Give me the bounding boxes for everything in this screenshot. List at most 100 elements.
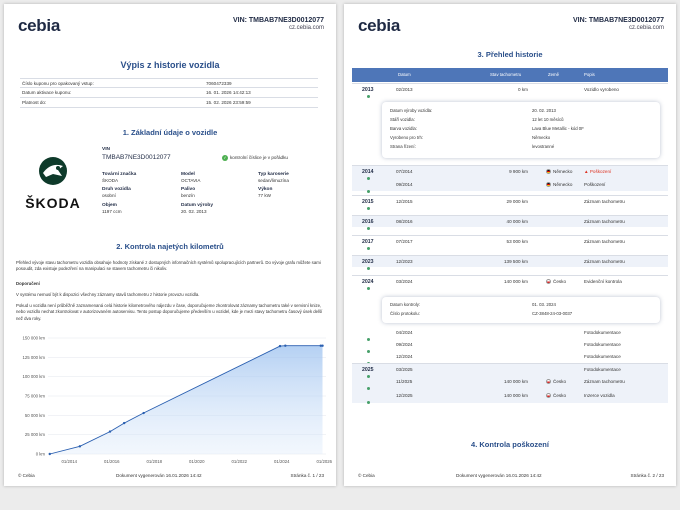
history-description-label: Vozidlo vyrobeno [584,87,619,92]
history-description-label: Záznam tachometru [584,239,625,244]
history-mileage: 140 000 km [503,379,528,384]
history-row [352,83,668,159]
report-page-1: cebia VIN: TMBAB7NE3D0012077 cz.cebia.co… [4,4,336,486]
detail-value: Německo [532,135,551,140]
check-icon: ✓ [222,155,228,161]
history-row [352,275,668,369]
coupon-info-table: Číslo kuponu pro opakovaný vstup: 7060472… [20,78,318,108]
history-description-label: Fotodokumentace [584,330,621,335]
history-year: 2015 [362,199,374,205]
history-date: 12/2024 [396,354,413,359]
history-date: 08/2016 [396,219,413,224]
history-mileage: 140 000 km [503,393,528,398]
coupon-row-label: Číslo kuponu pro opakovaný vstup: [22,80,94,86]
cebia-logo: cebia [18,16,60,35]
detail-label: Číslo protokolu: [390,311,420,316]
history-description: Fotodokumentace [584,330,621,335]
history-mileage: 40 000 km [506,219,528,224]
mileage-point [278,344,282,348]
field-label: Datum výroby [181,203,213,208]
y-tick-label: 50 000 km [25,413,45,418]
timeline-dot [367,338,370,341]
mileage-point [48,452,51,456]
page-header-right: VIN: TMBAB7NE3D0012077 cz.cebia.com [233,17,324,31]
history-description-label: Evidenční kontrola [584,279,622,284]
coupon-row: Číslo kuponu pro opakovaný vstup: 7060472… [20,78,318,88]
history-description: Fotodokumentace [584,342,621,347]
header-website[interactable]: cz.cebia.com [628,25,664,31]
x-tick-label: 01/2022 [232,459,248,464]
field-label: Objem [102,203,117,208]
coupon-row-label: Datum aktivace kuponu: [22,90,72,95]
y-tick-label: 125 000 km [23,355,46,360]
timeline-dot [367,190,370,193]
footer-page-number: Stránka č. 1 / 23 [290,473,324,478]
y-tick-label: 75 000 km [25,394,45,399]
history-country: Česko [546,393,566,398]
timeline-dot [367,375,370,378]
column-header: Datum [398,72,411,77]
history-year: 2017 [362,239,374,245]
page-header-right: VIN: TMBAB7NE3D0012077 cz.cebia.com [573,17,664,31]
history-mileage: 9 900 km [509,169,528,174]
history-description: Záznam tachometru [584,259,625,264]
timeline-dot [367,247,370,250]
footer-generated: Dokument vygenerován 16.01.2026 14:42 [456,473,542,478]
field-label: Tovární značka [102,172,137,177]
history-description: Vozidlo vyrobeno [584,87,619,92]
history-description-label: Poškození [584,182,606,187]
detail-value: 01. 03. 2024 [532,302,556,307]
coupon-row: Datum aktivace kuponu: 16. 01. 2026 14:42… [20,88,318,98]
mileage-point [319,344,322,347]
history-country: Německo [546,182,572,187]
y-tick-label: 0 km [36,452,46,457]
mileage-point [321,344,324,347]
header-website[interactable]: cz.cebia.com [288,25,324,31]
timeline-dot [367,401,370,404]
history-year: 2024 [362,279,374,285]
header-vin: VIN: TMBAB7NE3D0012077 [572,17,664,24]
mileage-point [142,411,145,415]
report-page-2: cebia VIN: TMBAB7NE3D0012077 cz.cebia.co… [344,4,676,486]
x-tick-label: 01/2018 [146,459,162,464]
x-tick-label: 01/2014 [61,459,77,464]
flag-icon [546,393,551,398]
history-date: 07/2017 [396,239,413,244]
history-description: Poškození [584,182,605,187]
timeline-dot [367,207,370,210]
history-description-label: Inzerce vozidla [584,393,615,398]
history-description: Záznam tachometru [584,219,625,224]
cebia-logo: cebia [358,16,400,35]
column-header: Popis [584,72,595,77]
flag-icon [546,279,551,284]
history-description: Fotodokumentace [584,367,621,372]
history-date: 12/2023 [396,259,413,264]
mileage-point [122,421,126,425]
history-year: 2023 [362,259,374,265]
history-mileage: 139 500 km [503,259,528,264]
warning-icon: ▲ [584,169,590,174]
x-tick-label: 01/2024 [274,459,290,464]
coupon-row: Platnost do: 15. 02. 2026 23:59:59 [20,98,318,108]
mileage-intro: Přehled vývoje stavu tachometru vozidla … [16,260,321,272]
history-date: 02/2013 [396,87,413,92]
field-label: Typ karoserie [258,172,289,177]
production-detail-card: Datum výroby vozidla: 20. 02. 2013 Stáří… [382,102,660,158]
history-description-label: Záznam tachometru [584,219,625,224]
detail-value: Lava Blue Metallic - kód 0F [532,126,584,131]
timeline-dot [367,267,370,270]
history-country-label: Německo [553,169,573,174]
skoda-logo: ŠKODA [22,156,84,211]
history-country: Česko [546,279,566,284]
field-value: sedan/limuzína [258,178,289,183]
flag-icon [546,182,551,187]
detail-label: Strana řízení: [390,144,416,149]
detail-value: 20. 02. 2013 [532,108,556,113]
footer-copyright: © Cebia [18,473,35,478]
report-title: Výpis z historie vozidla [120,60,220,70]
detail-label: Barva vozidla: [390,126,417,131]
footer-page-number: Stránka č. 2 / 23 [630,473,664,478]
field-value: benzín [181,193,195,198]
history-description: Inzerce vozidla [584,393,615,398]
history-row [352,165,668,191]
